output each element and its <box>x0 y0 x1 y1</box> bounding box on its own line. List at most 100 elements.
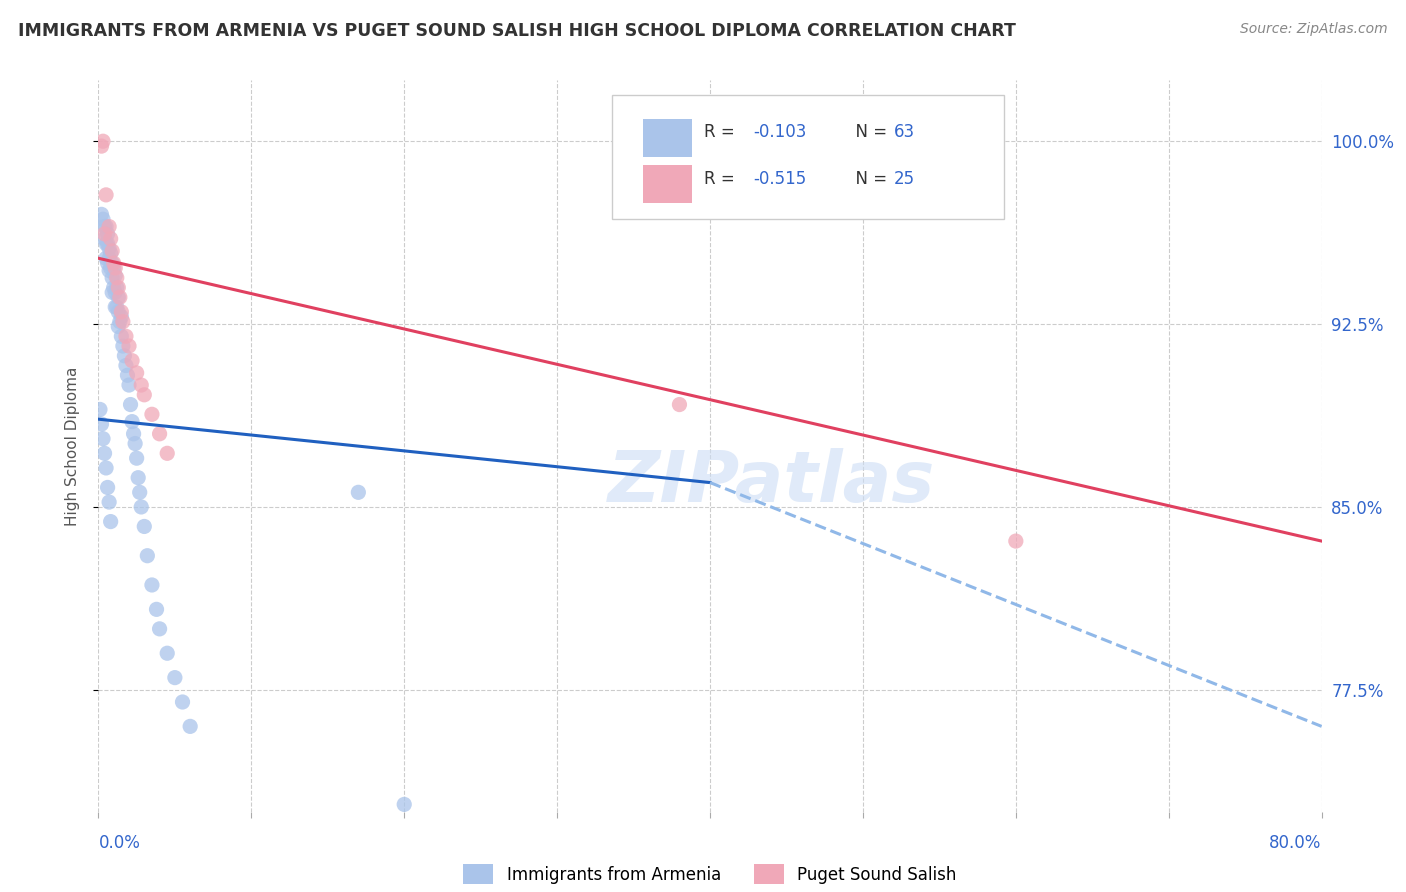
Point <box>115 359 138 373</box>
Point <box>104 300 127 314</box>
Point <box>91 212 114 227</box>
Text: Source: ZipAtlas.com: Source: ZipAtlas.com <box>1240 22 1388 37</box>
Point <box>125 366 148 380</box>
Point <box>89 402 111 417</box>
Text: 25: 25 <box>894 169 915 187</box>
Point <box>149 622 172 636</box>
Point <box>93 227 115 241</box>
Point <box>98 219 121 234</box>
Point <box>97 227 120 241</box>
Point <box>94 461 117 475</box>
Point <box>101 270 124 285</box>
Point <box>108 315 131 329</box>
Point <box>90 417 112 431</box>
Point <box>98 252 121 266</box>
Point <box>105 300 128 314</box>
Point <box>104 260 127 275</box>
Point <box>141 578 163 592</box>
Point <box>115 329 138 343</box>
Point <box>90 207 112 221</box>
Point <box>107 305 129 319</box>
Point <box>134 519 156 533</box>
Text: 63: 63 <box>894 123 915 141</box>
Point <box>98 263 121 277</box>
Point <box>129 500 152 514</box>
Point <box>121 353 143 368</box>
Point <box>1004 534 1026 549</box>
Point <box>124 436 146 450</box>
Point <box>110 310 132 324</box>
Y-axis label: High School Diploma: High School Diploma <box>65 367 80 525</box>
Text: R =: R = <box>704 169 740 187</box>
Text: ZIPatlas: ZIPatlas <box>607 448 935 517</box>
Point <box>118 339 141 353</box>
Point <box>668 398 690 412</box>
Point <box>107 319 129 334</box>
Point <box>110 329 132 343</box>
Point <box>101 256 124 270</box>
Point <box>121 415 143 429</box>
Point <box>93 232 115 246</box>
Point <box>90 139 112 153</box>
Point <box>107 280 129 294</box>
Point <box>100 232 122 246</box>
Text: IMMIGRANTS FROM ARMENIA VS PUGET SOUND SALISH HIGH SCHOOL DIPLOMA CORRELATION CH: IMMIGRANTS FROM ARMENIA VS PUGET SOUND S… <box>18 22 1017 40</box>
Point <box>110 305 132 319</box>
Point <box>118 378 141 392</box>
Text: 80.0%: 80.0% <box>1270 834 1322 852</box>
Point <box>94 236 117 251</box>
Point <box>101 285 124 300</box>
Point <box>100 515 122 529</box>
Point <box>129 378 152 392</box>
Point <box>101 244 124 258</box>
Point <box>97 236 120 251</box>
Text: -0.103: -0.103 <box>752 123 806 141</box>
Point <box>94 187 117 202</box>
Text: N =: N = <box>845 123 891 141</box>
Point <box>347 485 370 500</box>
Point <box>125 451 148 466</box>
Point <box>108 290 131 304</box>
Text: 0.0%: 0.0% <box>98 834 141 852</box>
Point <box>105 280 128 294</box>
Point <box>141 407 163 421</box>
Point <box>107 290 129 304</box>
Legend: Immigrants from Armenia, Puget Sound Salish: Immigrants from Armenia, Puget Sound Sal… <box>457 857 963 891</box>
Point <box>156 446 179 460</box>
FancyBboxPatch shape <box>612 95 1004 219</box>
Point <box>122 426 145 441</box>
Point <box>172 695 194 709</box>
Point <box>392 797 416 812</box>
Text: N =: N = <box>845 169 891 187</box>
Point <box>112 349 135 363</box>
Point <box>117 368 139 383</box>
Point <box>120 398 142 412</box>
FancyBboxPatch shape <box>643 165 692 203</box>
Point <box>179 719 201 733</box>
Point <box>103 260 125 275</box>
Point <box>91 432 114 446</box>
Point <box>98 495 121 509</box>
Point <box>134 388 156 402</box>
Point <box>111 339 134 353</box>
Point <box>145 602 167 616</box>
Point <box>103 280 125 294</box>
Point <box>156 646 179 660</box>
Point <box>94 219 117 234</box>
Point <box>111 315 134 329</box>
Point <box>104 268 127 283</box>
Point <box>163 671 186 685</box>
Text: -0.515: -0.515 <box>752 169 806 187</box>
Text: R =: R = <box>704 123 740 141</box>
Point <box>94 252 117 266</box>
Point <box>100 260 122 275</box>
Point <box>105 270 128 285</box>
Point <box>128 485 150 500</box>
Point <box>149 426 172 441</box>
Point <box>91 134 114 148</box>
Point <box>98 242 121 256</box>
FancyBboxPatch shape <box>643 119 692 157</box>
Point <box>97 256 120 270</box>
Point <box>97 480 120 494</box>
Point <box>93 219 115 234</box>
